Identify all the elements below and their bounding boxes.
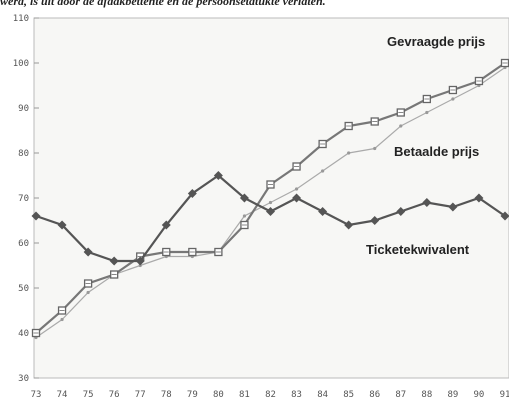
- x-tick-label: 84: [317, 390, 328, 398]
- point-betaalde-prijs: [399, 124, 402, 127]
- y-tick-label: 50: [18, 284, 29, 294]
- x-tick-label: 73: [31, 390, 42, 398]
- x-tick-label: 90: [474, 390, 485, 398]
- y-tick-label: 80: [18, 149, 29, 159]
- x-tick-label: 82: [265, 390, 276, 398]
- y-tick-label: 30: [18, 374, 29, 384]
- point-betaalde-prijs: [425, 111, 428, 114]
- series-label-ticketekwivalent: Ticketekwivalent: [366, 242, 470, 257]
- y-tick-label: 90: [18, 104, 29, 114]
- x-tick-label: 91: [500, 390, 509, 398]
- point-betaalde-prijs: [451, 97, 454, 100]
- point-betaalde-prijs: [295, 187, 298, 190]
- x-tick-label: 89: [447, 390, 458, 398]
- x-tick-label: 74: [57, 390, 68, 398]
- point-betaalde-prijs: [243, 214, 246, 217]
- x-tick-label: 75: [83, 390, 94, 398]
- y-tick-label: 100: [13, 59, 29, 69]
- x-tick-label: 76: [109, 390, 120, 398]
- x-tick-label: 80: [213, 390, 224, 398]
- series-label-betaalde-prijs: Betaalde prijs: [394, 144, 479, 159]
- x-tick-label: 83: [291, 390, 302, 398]
- point-betaalde-prijs: [321, 169, 324, 172]
- series-label-gevraagde-prijs: Gevraagde prijs: [387, 34, 485, 49]
- x-tick-label: 87: [395, 390, 406, 398]
- x-tick-label: 85: [343, 390, 354, 398]
- y-tick-label: 110: [13, 14, 29, 24]
- y-tick-label: 70: [18, 194, 29, 204]
- x-tick-label: 81: [239, 390, 250, 398]
- x-tick-label: 88: [421, 390, 432, 398]
- point-betaalde-prijs: [87, 291, 90, 294]
- x-tick-label: 86: [369, 390, 380, 398]
- x-axis: 73 74 75 76 77 78 79 80 81 82 83 84 85 86 87 88 89 90 91: [31, 390, 509, 398]
- point-betaalde-prijs: [373, 147, 376, 150]
- point-betaalde-prijs: [269, 201, 272, 204]
- point-betaalde-prijs: [60, 318, 63, 321]
- point-betaalde-prijs: [347, 151, 350, 154]
- y-tick-label: 60: [18, 239, 29, 249]
- x-tick-label: 77: [135, 390, 146, 398]
- x-tick-label: 78: [161, 390, 172, 398]
- y-tick-label: 40: [18, 329, 29, 339]
- plot-frame: [34, 18, 509, 378]
- x-tick-label: 79: [187, 390, 198, 398]
